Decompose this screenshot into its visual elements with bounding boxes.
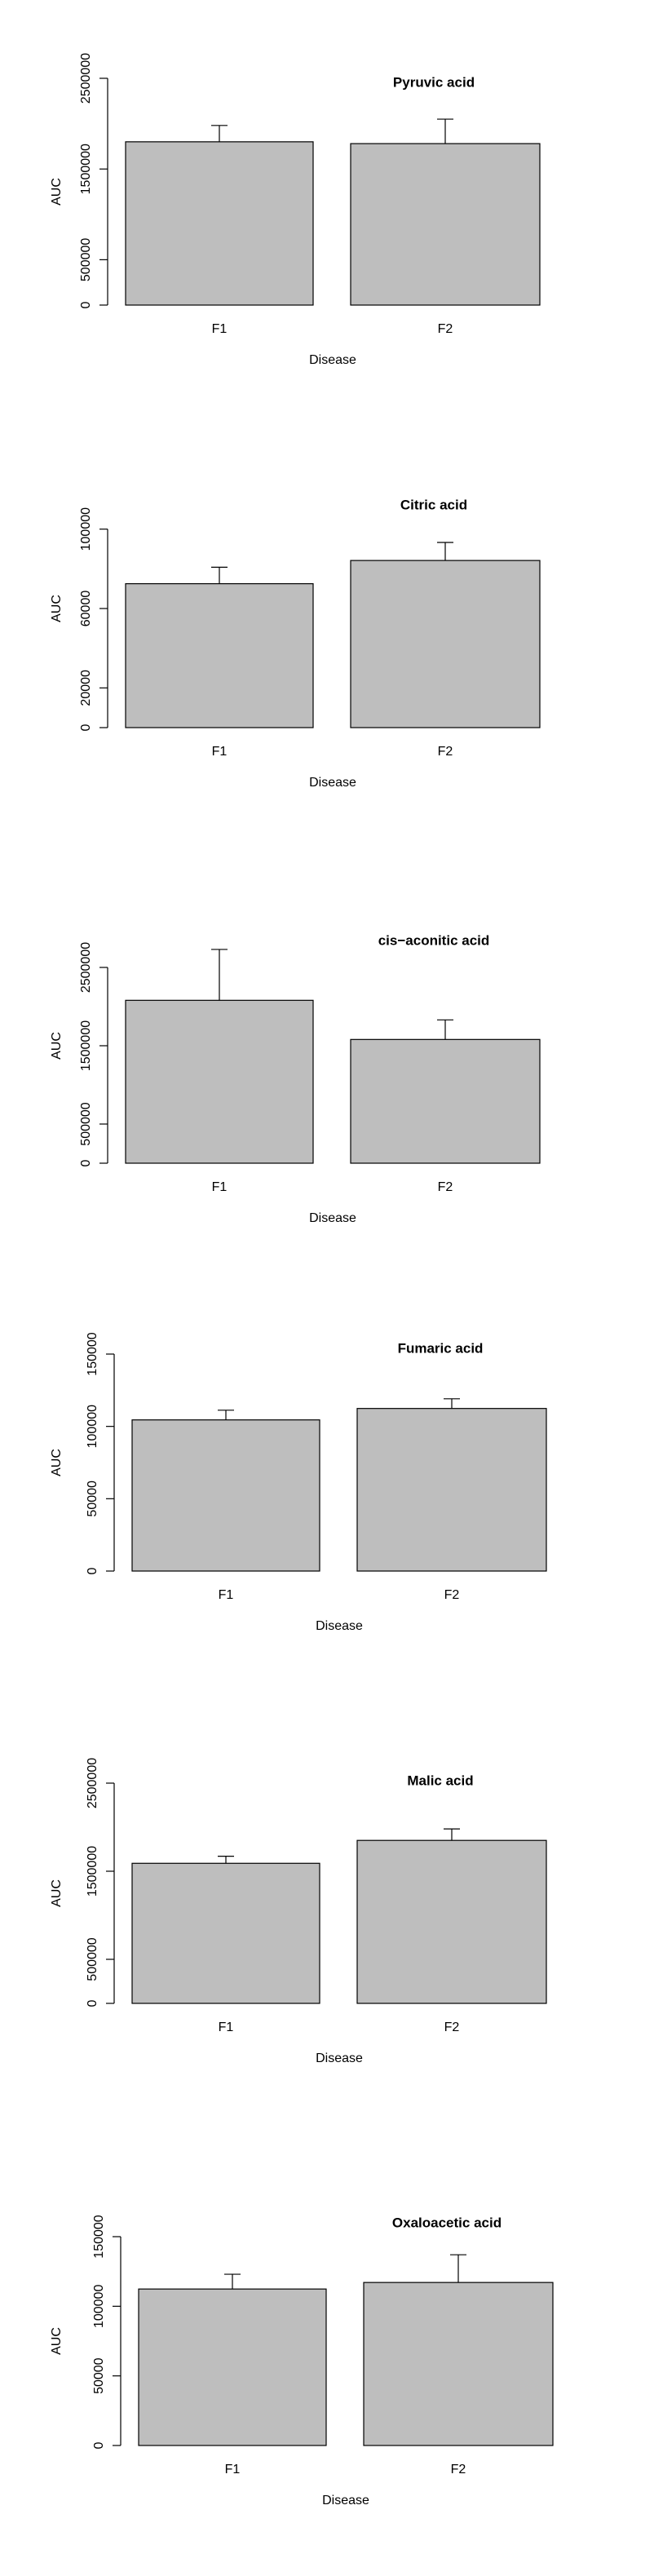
- x-tick-label: F2: [438, 322, 453, 336]
- bar: [131, 1419, 320, 1572]
- x-tick-label: F1: [225, 2463, 241, 2476]
- chart-title: Citric acid: [400, 497, 467, 512]
- y-tick-label: 20000: [79, 670, 93, 706]
- y-tick-label: 1500000: [86, 1846, 99, 1897]
- bar: [363, 2282, 554, 2446]
- bar: [350, 1038, 541, 1164]
- y-tick-label: 500000: [79, 238, 93, 281]
- chart-title: Malic acid: [407, 1773, 473, 1788]
- x-tick-label: F1: [212, 1180, 228, 1194]
- x-tick-label: F1: [219, 1588, 234, 1602]
- y-tick-label: 100000: [86, 1405, 99, 1448]
- y-tick-label: 1500000: [79, 144, 93, 194]
- y-tick-label: 0: [79, 301, 93, 308]
- chart-title: Fumaric acid: [398, 1340, 484, 1356]
- y-axis-label: AUC: [50, 1449, 64, 1476]
- y-tick-label: 0: [79, 724, 93, 731]
- y-tick-label: 1500000: [79, 1020, 93, 1071]
- x-tick-label: F2: [444, 2021, 460, 2034]
- bar: [356, 1839, 547, 2004]
- y-tick-label: 60000: [79, 591, 93, 627]
- chart-title: Oxaloacetic acid: [392, 2215, 502, 2230]
- chart-title: Pyruvic acid: [393, 74, 475, 90]
- x-tick-label: F2: [451, 2463, 466, 2476]
- x-axis-label: Disease: [309, 353, 356, 367]
- x-axis-label: Disease: [309, 776, 356, 790]
- x-axis-label: Disease: [322, 2494, 369, 2507]
- x-tick-label: F1: [212, 322, 228, 336]
- y-axis-label: AUC: [50, 595, 64, 622]
- x-tick-label: F2: [438, 1180, 453, 1194]
- x-tick-label: F1: [212, 745, 228, 759]
- y-tick-label: 150000: [86, 1332, 99, 1375]
- y-tick-label: 50000: [92, 2357, 106, 2394]
- y-tick-label: 500000: [79, 1102, 93, 1145]
- y-tick-label: 2500000: [79, 53, 93, 104]
- y-axis-label: AUC: [50, 178, 64, 206]
- y-tick-label: 2500000: [86, 1758, 99, 1808]
- bar: [356, 1408, 547, 1572]
- bar: [125, 582, 314, 728]
- bar: [125, 999, 314, 1164]
- x-tick-label: F2: [438, 745, 453, 759]
- bar: [350, 560, 541, 728]
- y-axis-label: AUC: [50, 1879, 64, 1907]
- y-tick-label: 100000: [79, 507, 93, 551]
- y-tick-label: 0: [86, 1567, 99, 1574]
- y-axis-label: AUC: [50, 1032, 64, 1060]
- bar: [125, 141, 314, 306]
- x-axis-label: Disease: [309, 1211, 356, 1225]
- y-tick-label: 0: [92, 2441, 106, 2449]
- x-axis-label: Disease: [316, 1619, 363, 1633]
- bar: [131, 1862, 320, 2004]
- x-tick-label: F1: [219, 2021, 234, 2034]
- y-tick-label: 150000: [92, 2215, 106, 2258]
- x-axis-label: Disease: [316, 2052, 363, 2065]
- bar: [138, 2288, 327, 2446]
- y-axis-label: AUC: [50, 2327, 64, 2355]
- bar: [350, 143, 541, 306]
- y-tick-label: 500000: [86, 1937, 99, 1981]
- y-tick-label: 0: [79, 1159, 93, 1166]
- y-tick-label: 50000: [86, 1481, 99, 1517]
- y-tick-label: 0: [86, 1999, 99, 2007]
- y-tick-label: 2500000: [79, 942, 93, 993]
- x-tick-label: F2: [444, 1588, 460, 1602]
- y-tick-label: 100000: [92, 2285, 106, 2328]
- chart-title: cis−aconitic acid: [378, 932, 490, 948]
